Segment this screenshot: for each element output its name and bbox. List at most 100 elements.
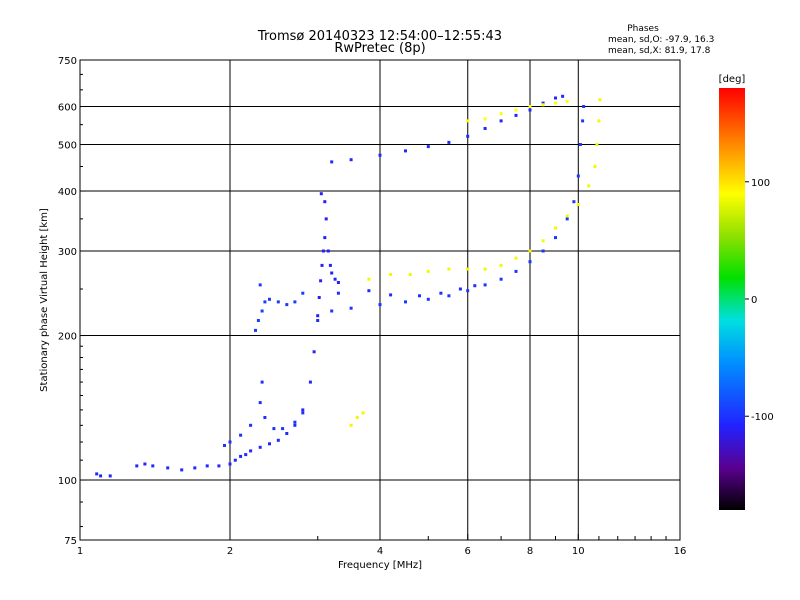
x-tick-label: 1 [77, 546, 83, 557]
y-tick-label: 500 [58, 141, 77, 152]
data-point [578, 143, 582, 146]
y-tick-label: 400 [58, 187, 77, 198]
data-point [598, 98, 602, 102]
data-point [108, 474, 112, 478]
data-point [473, 284, 477, 288]
data-point [426, 145, 430, 149]
data-point [418, 294, 421, 298]
data-point [483, 117, 487, 121]
y-axis: 75 100 200 300 400 500 600 750 [58, 56, 86, 547]
data-point [272, 427, 276, 431]
data-point [268, 442, 271, 446]
data-point [301, 408, 305, 412]
data-point [258, 283, 262, 287]
data-point [597, 119, 601, 123]
data-point [293, 420, 297, 424]
data-point [426, 269, 430, 273]
data-point [408, 273, 412, 276]
colorbar-label: [deg] [719, 74, 746, 85]
y-tick-label: 600 [58, 103, 77, 114]
data-point [554, 101, 557, 105]
data-point [321, 249, 325, 253]
data-point [99, 474, 103, 478]
data-point [458, 287, 462, 291]
data-point [285, 303, 289, 307]
data-point [483, 127, 487, 130]
data-point [378, 153, 382, 157]
data-point [565, 217, 569, 221]
data-point [239, 433, 243, 437]
data-point [285, 432, 289, 435]
data-point [260, 380, 264, 384]
data-point [319, 279, 323, 283]
data-point [293, 300, 297, 304]
data-point [541, 239, 545, 243]
data-point [499, 263, 503, 267]
data-point [355, 416, 359, 419]
data-point [554, 226, 557, 230]
data-point [466, 134, 470, 138]
data-point [330, 309, 334, 313]
data-point [316, 314, 320, 318]
x-tick-label: 4 [377, 546, 383, 557]
data-point [336, 281, 340, 284]
data-point [233, 458, 237, 462]
data-point [323, 236, 327, 240]
data-point [256, 319, 260, 322]
data-point [541, 101, 545, 105]
data-point [180, 468, 184, 472]
data-point [404, 149, 407, 153]
data-point [328, 263, 332, 267]
data-point [320, 263, 324, 267]
data-point [317, 296, 321, 299]
y-tick-label: 200 [58, 332, 77, 343]
data-point [239, 454, 243, 458]
data-point [330, 160, 334, 164]
chart-subtitle: RwPretec (8p) [334, 41, 425, 56]
chart-title: Tromsø 20140323 12:54:00–12:55:43 [257, 29, 502, 44]
x-tick-label: 10 [572, 546, 585, 557]
data-point [595, 143, 599, 146]
data-point [308, 380, 312, 384]
y-tick-label: 75 [64, 536, 77, 547]
data-point [323, 200, 327, 204]
data-point [143, 462, 147, 466]
data-point [499, 277, 503, 281]
data-point [293, 423, 297, 427]
data-point [466, 289, 470, 293]
data-point [378, 303, 382, 307]
data-point [554, 96, 557, 100]
data-points [95, 94, 602, 478]
data-point [249, 423, 253, 427]
data-point [593, 165, 597, 168]
data-point [244, 453, 248, 457]
data-point [263, 300, 267, 304]
data-point [576, 203, 580, 206]
data-point [228, 440, 232, 444]
data-point [95, 472, 99, 476]
grid-lines [80, 60, 680, 540]
data-point [447, 140, 451, 144]
y-tick-label: 750 [58, 56, 77, 67]
data-point [514, 108, 518, 112]
x-axis-label: Frequency [MHz] [338, 560, 422, 571]
data-point [276, 438, 280, 442]
data-point [367, 289, 371, 293]
data-point [349, 423, 353, 427]
data-point [193, 466, 197, 470]
data-point [316, 319, 320, 322]
colorbar-tick-label: 0 [751, 295, 757, 306]
x-axis: 1 2 4 6 8 10 16 [77, 534, 687, 557]
data-point [228, 462, 232, 466]
data-point [276, 300, 280, 304]
data-point [249, 449, 253, 453]
data-point [166, 466, 170, 470]
y-axis-label: Stationary phase Virtual Height [km] [39, 208, 50, 392]
x-tick-label: 16 [674, 546, 687, 557]
data-point [312, 350, 316, 354]
data-point [528, 260, 532, 264]
data-point [499, 112, 503, 116]
data-point [581, 119, 585, 123]
colorbar-tick-label: 100 [751, 178, 770, 189]
data-point [541, 103, 545, 107]
